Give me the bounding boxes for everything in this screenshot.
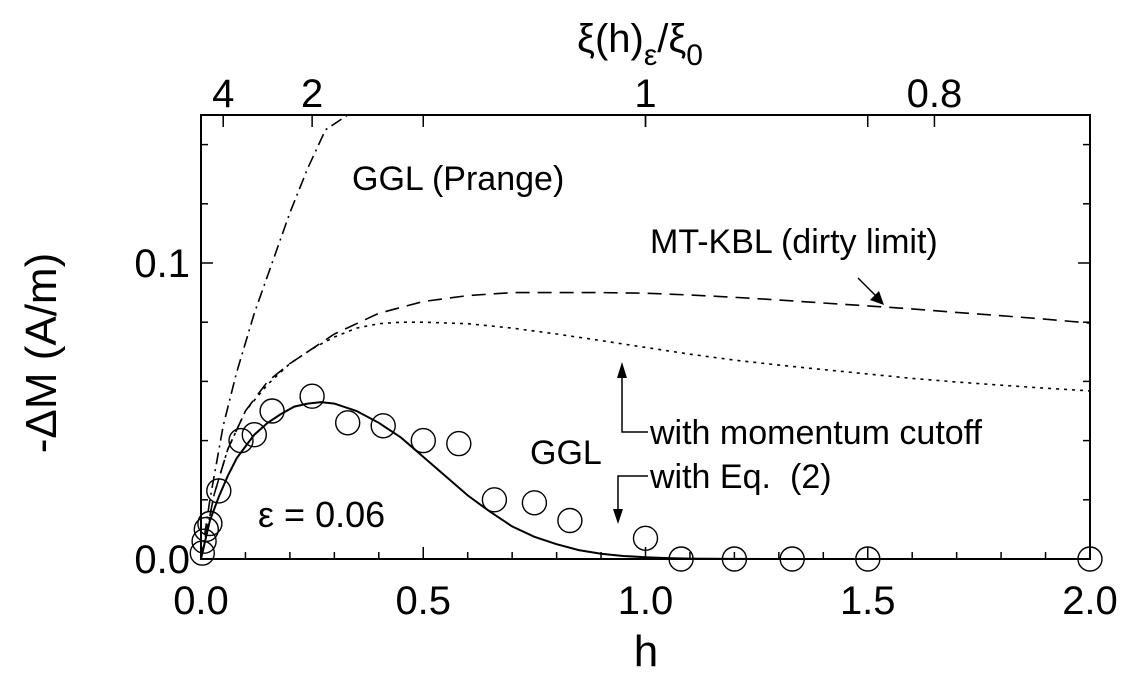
- cutoff-arrow-shaft: [621, 375, 648, 433]
- marker-layer: [189, 383, 1103, 572]
- tick-layer: 0.0 0.5 1.0 1.5 2.0 0.0 0.1 4 2 1 0.8: [134, 72, 1117, 623]
- x-axis-title: h: [634, 627, 658, 671]
- data-point: [481, 487, 508, 513]
- top-tick-label: 4: [212, 72, 234, 116]
- data-point: [228, 427, 254, 454]
- x-tick-label: 2.0: [1062, 579, 1118, 623]
- series-line-ggl: [201, 401, 1090, 559]
- data-point: [206, 478, 232, 504]
- eq2-arrow-head: [613, 509, 623, 524]
- annotation-epsilon: ε = 0.06: [258, 494, 385, 535]
- top-tick-label: 1: [634, 72, 656, 116]
- data-point: [299, 383, 325, 409]
- top-tick-label: 0.8: [907, 72, 963, 116]
- x-tick-label: 1.0: [618, 579, 674, 623]
- data-point: [370, 413, 396, 439]
- data-point: [193, 516, 220, 543]
- data-point: [259, 398, 285, 424]
- annotation-momentum-cutoff: with momentum cutoff: [649, 414, 983, 452]
- annotation-ggl: GGL: [530, 434, 602, 472]
- data-point: [410, 427, 436, 454]
- data-point: [197, 510, 223, 537]
- cutoff-arrow-head: [617, 362, 627, 378]
- annotation-ggl-prange: GGL (Prange): [352, 160, 564, 198]
- data-point: [521, 490, 548, 516]
- eq2-arrow-shaft: [617, 475, 648, 512]
- data-point: [191, 528, 217, 554]
- data-point: [557, 507, 583, 534]
- annotation-arrows: [613, 277, 884, 524]
- mt-kbl-arrow-shaft: [857, 277, 879, 299]
- x-tick-label: 0.0: [173, 579, 229, 623]
- data-point: [241, 422, 268, 448]
- y-tick-label: 0.1: [134, 242, 190, 286]
- series-line-mt-kbl-dirty-limit: [201, 291, 1090, 559]
- annotation-mt-kbl: MT-KBL (dirty limit): [650, 223, 938, 261]
- x-tick-label: 0.5: [395, 579, 451, 623]
- y-axis-title: -ΔM (A/m): [17, 253, 66, 453]
- annotation-eq2: with Eq.: [649, 458, 771, 496]
- x-tick-label: 1.5: [840, 579, 896, 623]
- mt-kbl-arrow-head: [870, 291, 884, 305]
- data-point: [335, 410, 361, 436]
- series-layer: [201, 115, 1090, 559]
- data-point: [446, 430, 472, 457]
- annotation-eq2-number: (2): [790, 458, 832, 496]
- series-line-with-momentum-cutoff: [201, 321, 1090, 559]
- top-tick-label: 2: [301, 72, 323, 116]
- y-tick-label: 0.0: [134, 538, 190, 582]
- series-line-ggl-prange: [201, 115, 349, 559]
